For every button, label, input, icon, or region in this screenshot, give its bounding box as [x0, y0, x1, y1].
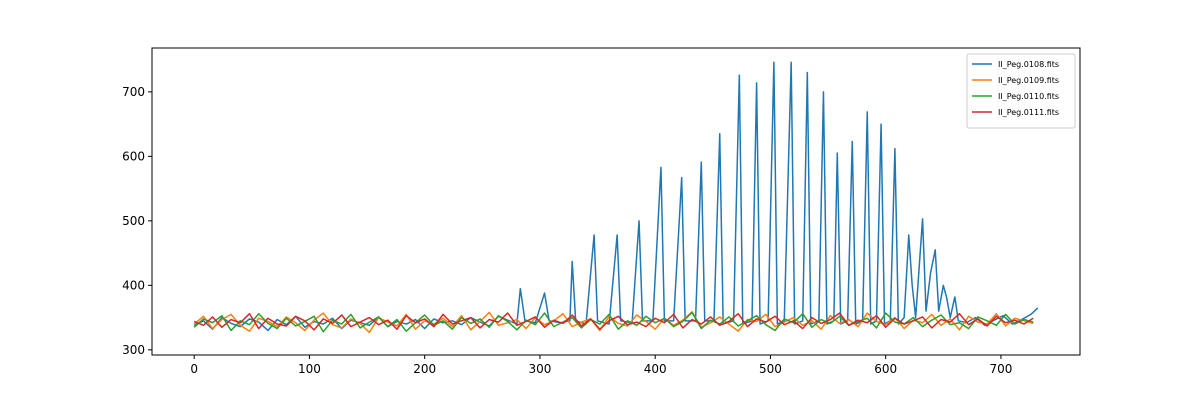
legend-label: II_Peg.0111.fits [998, 108, 1059, 117]
x-tick-label: 600 [874, 362, 897, 376]
legend-label: II_Peg.0108.fits [998, 60, 1059, 69]
y-tick-label: 500 [122, 214, 145, 228]
x-tick-label: 700 [989, 362, 1012, 376]
x-tick-label: 100 [298, 362, 321, 376]
y-tick-label: 700 [122, 85, 145, 99]
x-tick-label: 300 [528, 362, 551, 376]
axes-frame [151, 47, 1081, 356]
x-tick-label: 0 [190, 362, 198, 376]
y-tick-label: 300 [122, 343, 145, 357]
x-tick-label: 500 [759, 362, 782, 376]
x-tick-label: 400 [644, 362, 667, 376]
legend-box [966, 53, 1076, 129]
legend-label: II_Peg.0110.fits [998, 92, 1059, 101]
legend-label: II_Peg.0109.fits [998, 76, 1059, 85]
x-tick-label: 200 [413, 362, 436, 376]
y-tick-label: 400 [122, 278, 145, 292]
series-line [193, 312, 1034, 331]
series-line [193, 61, 1039, 332]
y-tick-label: 600 [122, 149, 145, 163]
